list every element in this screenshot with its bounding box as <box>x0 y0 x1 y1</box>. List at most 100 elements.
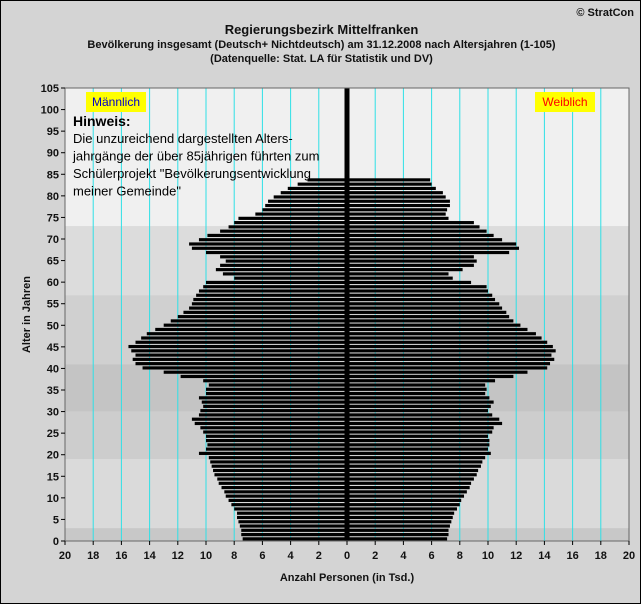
bar-male-age-58 <box>198 289 347 293</box>
x-tick-label-0: 20 <box>59 550 71 562</box>
bar-male-age-77 <box>262 208 347 212</box>
bar-female-age-35 <box>347 387 487 391</box>
bar-male-age-70 <box>198 238 347 242</box>
bar-female-age-57 <box>347 293 493 297</box>
bar-female-age-1 <box>347 533 449 537</box>
bar-female-age-75 <box>347 216 449 220</box>
bar-male-age-72 <box>220 229 347 233</box>
bar-male-age-64 <box>220 263 347 267</box>
bar-female-age-31 <box>347 404 491 408</box>
bar-female-age-55 <box>347 302 500 306</box>
note-line-3: meiner Gemeinde" <box>73 184 181 199</box>
bar-female-age-49 <box>347 327 528 332</box>
female-label-bg <box>535 92 595 112</box>
y-tick-label-9: 45 <box>47 342 59 354</box>
bar-male-age-59 <box>203 285 347 289</box>
bar-female-age-69 <box>347 242 517 246</box>
bar-male-age-42 <box>132 357 347 361</box>
bar-male-age-19 <box>208 456 347 460</box>
bar-male-age-82 <box>287 186 347 191</box>
y-tick-label-18: 90 <box>47 148 59 160</box>
bar-male-age-51 <box>170 319 347 323</box>
x-tick-label-19: 18 <box>595 550 607 562</box>
bar-male-age-5 <box>237 515 347 520</box>
bar-male-age-80 <box>273 195 347 199</box>
bar-male-age-65 <box>225 259 347 263</box>
x-tick-label-13: 6 <box>429 550 435 562</box>
bar-male-age-46 <box>135 340 347 344</box>
y-tick-label-12: 60 <box>47 277 59 289</box>
bar-male-age-22 <box>207 443 347 447</box>
y-tick-label-16: 80 <box>47 191 59 203</box>
bar-female-age-21 <box>347 447 488 451</box>
bar-male-age-23 <box>206 438 347 443</box>
y-tick-label-10: 50 <box>47 320 59 332</box>
x-tick-label-1: 18 <box>87 550 99 562</box>
x-axis-label: Anzahl Personen (in Tsd.) <box>280 572 415 584</box>
x-tick-label-10: 0 <box>344 550 350 562</box>
bar-female-age-9 <box>347 498 462 502</box>
bar-male-age-39 <box>163 370 347 374</box>
bar-male-age-69 <box>189 242 347 246</box>
bar-male-age-13 <box>218 481 347 485</box>
bar-male-age-31 <box>203 404 347 408</box>
bar-female-age-59 <box>347 285 487 289</box>
y-tick-label-3: 15 <box>47 471 59 483</box>
bar-male-age-12 <box>221 485 347 490</box>
bar-male-age-3 <box>239 524 347 528</box>
bar-female-age-82 <box>347 186 436 191</box>
x-tick-label-18: 16 <box>566 550 578 562</box>
bar-male-age-54 <box>189 306 347 310</box>
bar-female-age-3 <box>347 524 450 528</box>
bar-female-age-51 <box>347 319 514 323</box>
bar-female-age-72 <box>347 229 487 233</box>
bar-female-age-4 <box>347 520 452 524</box>
bar-male-age-20 <box>198 451 347 455</box>
bar-male-age-56 <box>193 297 347 302</box>
note-line-2: Schülerprojekt "Bevölkerungsentwicklung <box>73 166 311 181</box>
bar-male-age-84 <box>307 178 347 182</box>
bar-male-age-7 <box>234 507 347 511</box>
y-tick-label-15: 75 <box>47 212 59 224</box>
bar-male-age-29 <box>198 413 347 417</box>
bar-female-age-53 <box>347 310 507 314</box>
y-tick-label-11: 55 <box>47 299 59 311</box>
bar-male-age-76 <box>255 212 347 216</box>
bar-female-age-58 <box>347 289 488 293</box>
bar-female-age-28 <box>347 417 500 421</box>
note-title: Hinweis: <box>73 113 131 129</box>
bar-male-age-44 <box>131 349 347 353</box>
bar-male-age-17 <box>211 464 347 468</box>
bar-male-age-25 <box>203 430 347 434</box>
x-tick-label-3: 14 <box>143 550 156 562</box>
bar-female-age-17 <box>347 464 481 468</box>
bar-female-age-65 <box>347 259 477 263</box>
bar-male-age-33 <box>198 396 347 400</box>
bar-male-age-9 <box>228 498 347 502</box>
bar-female-age-42 <box>347 357 555 361</box>
bar-female-age-34 <box>347 391 486 396</box>
bar-male-age-21 <box>206 447 347 451</box>
bar-female-age-27 <box>347 421 503 426</box>
chart-source: (Datenquelle: Stat. LA für Statistik und… <box>210 53 433 65</box>
bar-female-age-68 <box>347 246 520 250</box>
y-tick-label-13: 65 <box>47 256 59 268</box>
x-tick-label-9: 2 <box>316 550 322 562</box>
bar-female-age-70 <box>347 238 503 242</box>
bar-female-age-43 <box>347 353 552 357</box>
bar-male-age-78 <box>265 203 347 208</box>
bar-female-age-63 <box>347 268 463 272</box>
bar-female-age-67 <box>347 250 510 255</box>
y-tick-label-6: 30 <box>47 407 59 419</box>
bar-male-age-26 <box>200 426 347 430</box>
chart-title: Regierungsbezirk Mittelfranken <box>224 22 419 37</box>
y-tick-label-0: 0 <box>53 536 59 548</box>
bar-female-age-40 <box>347 366 548 370</box>
copyright-label: © StratCon <box>576 7 634 19</box>
bar-female-age-46 <box>347 340 548 344</box>
bar-male-age-16 <box>213 468 347 473</box>
y-tick-label-14: 70 <box>47 234 59 246</box>
bar-male-age-24 <box>206 434 347 438</box>
bar-male-age-52 <box>177 315 347 319</box>
bar-male-age-79 <box>268 199 347 203</box>
